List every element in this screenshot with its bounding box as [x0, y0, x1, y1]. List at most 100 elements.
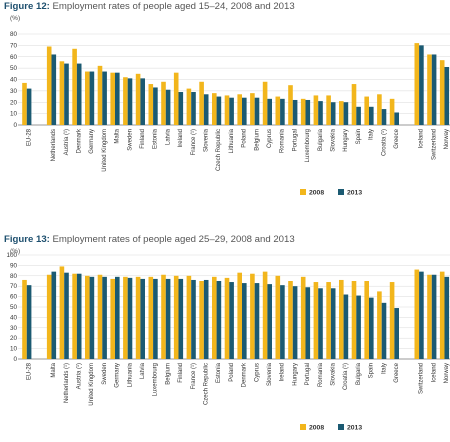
y-tick-label: 20 [10, 99, 18, 106]
bar-2008-estonia [212, 276, 217, 359]
bar-2008-italy [377, 291, 382, 359]
legend-swatch-2008 [300, 424, 306, 430]
figure-13-title: Figure 13: Employment rates of people ag… [4, 234, 295, 245]
x-tick-label: Switzerland [419, 363, 425, 394]
bar-2008-luxembourg [300, 98, 306, 125]
bar-2013-austria- [64, 63, 69, 125]
bar-2013-denmark [242, 283, 247, 359]
y-tick-label: 50 [10, 304, 18, 311]
bar-2008-bulgaria [313, 95, 319, 125]
x-tick-label: Hungary [343, 129, 349, 152]
x-tick-label: Bulgaria [318, 128, 324, 151]
x-tick-label: Austria (¹) [64, 129, 70, 155]
x-tick-label: Iceland [419, 129, 425, 148]
bar-2008-united-kingdom [97, 65, 103, 125]
figure-13-number: Figure 13: [4, 234, 50, 245]
bar-2013-eu-28 [26, 285, 32, 359]
bar-2013-latvia [165, 89, 171, 125]
bar-2013-united-kingdom [89, 276, 95, 359]
bar-2008-germany [85, 71, 90, 125]
bar-2008-cyprus [262, 81, 268, 125]
y-tick-label: 40 [10, 314, 18, 321]
x-tick-label: Belgium [165, 363, 171, 385]
bar-2008-netherlands- [59, 266, 65, 359]
bar-2008-slovenia [262, 271, 268, 359]
y-tick-label: 10 [10, 111, 18, 118]
bar-2008-iceland [427, 274, 432, 359]
bar-2013-czech-republic [203, 279, 209, 359]
bar-2008-greece [389, 98, 395, 125]
x-tick-label: Slovenia [267, 362, 273, 386]
x-tick-label: Norway [444, 129, 450, 149]
bar-2008-france- [186, 88, 192, 125]
bar-2008-latvia [161, 81, 166, 125]
bar-2013-estonia [153, 87, 158, 125]
legend-swatch-2013 [338, 424, 344, 430]
bar-2008-hungary [288, 281, 293, 359]
bar-2008-belgium [161, 274, 166, 359]
x-tick-label: Germany [89, 129, 95, 154]
bar-2008-estonia [148, 84, 154, 125]
x-tick-label: Slovakia [330, 128, 336, 151]
y-tick-label: 0 [13, 356, 17, 363]
x-tick-label: Malta [115, 128, 121, 143]
bar-2008-norway [439, 271, 445, 359]
x-tick-label: Denmark [242, 362, 248, 387]
y-tick-label: 0 [13, 122, 17, 129]
x-tick-label: Iceland [431, 363, 437, 382]
bar-2013-romania [318, 288, 323, 359]
bar-2013-finland [178, 278, 184, 359]
bar-2008-poland [224, 277, 230, 359]
bar-2008-belgium [250, 93, 255, 125]
x-tick-label: Sweden [127, 129, 133, 151]
bar-2008-slovenia [199, 81, 204, 125]
bar-2013-luxembourg [153, 278, 158, 359]
x-tick-label: Italy [381, 363, 387, 374]
bar-2013-finland [140, 78, 145, 125]
figure-12-number: Figure 12: [4, 1, 50, 12]
bar-2013-croatia- [343, 294, 349, 359]
bar-2008-bulgaria [351, 281, 357, 359]
legend-swatch-2013 [338, 189, 344, 195]
x-tick-label: United Kingdom [89, 363, 95, 406]
x-tick-label: Estonia [153, 128, 159, 149]
x-tick-label: Bulgaria [356, 362, 362, 385]
x-tick-label: Romania [318, 362, 324, 387]
bar-2008-romania [313, 282, 319, 359]
bar-2008-romania [275, 96, 281, 125]
bar-2013-belgium [254, 97, 260, 125]
x-tick-label: Czech Republic [203, 363, 209, 405]
bar-2008-poland [237, 94, 242, 125]
bar-2013-united-kingdom [102, 71, 107, 125]
bar-2013-france- [191, 92, 196, 125]
figure-13-caption: Employment rates of people aged 25–29, 2… [52, 234, 295, 245]
x-tick-label: Latvia [140, 362, 146, 379]
x-tick-label: Hungary [292, 363, 298, 386]
x-tick-label: Switzerland [431, 129, 437, 160]
y-tick-label: 40 [10, 77, 18, 84]
x-tick-label: Romania [280, 128, 286, 153]
x-tick-label: Spain [369, 363, 375, 378]
x-tick-label: Luxembourg [153, 363, 159, 396]
bar-2013-hungary [343, 102, 349, 125]
y-tick-label: 50 [10, 65, 18, 72]
x-tick-label: Estonia [216, 362, 222, 383]
x-tick-label: Greece [394, 362, 400, 382]
x-tick-label: France (¹) [191, 363, 197, 389]
bar-2013-portugal [305, 287, 311, 359]
bar-2008-sweden [97, 274, 103, 359]
y-tick-label: 70 [10, 42, 18, 49]
bar-2008-switzerland [427, 54, 432, 125]
bar-2008-malta [46, 274, 52, 359]
bar-2013-belgium [165, 278, 171, 359]
x-tick-label: Lithuania [229, 128, 235, 153]
bar-2008-ireland [173, 72, 179, 125]
bar-2013-germany [115, 276, 120, 359]
y-tick-label: 10 [10, 346, 18, 353]
bar-2008-norway [439, 60, 445, 125]
y-tick-label: 60 [10, 54, 18, 61]
y-tick-label: 90 [10, 262, 18, 269]
y-tick-label: 60 [10, 294, 18, 301]
bar-2008-portugal [288, 85, 293, 125]
